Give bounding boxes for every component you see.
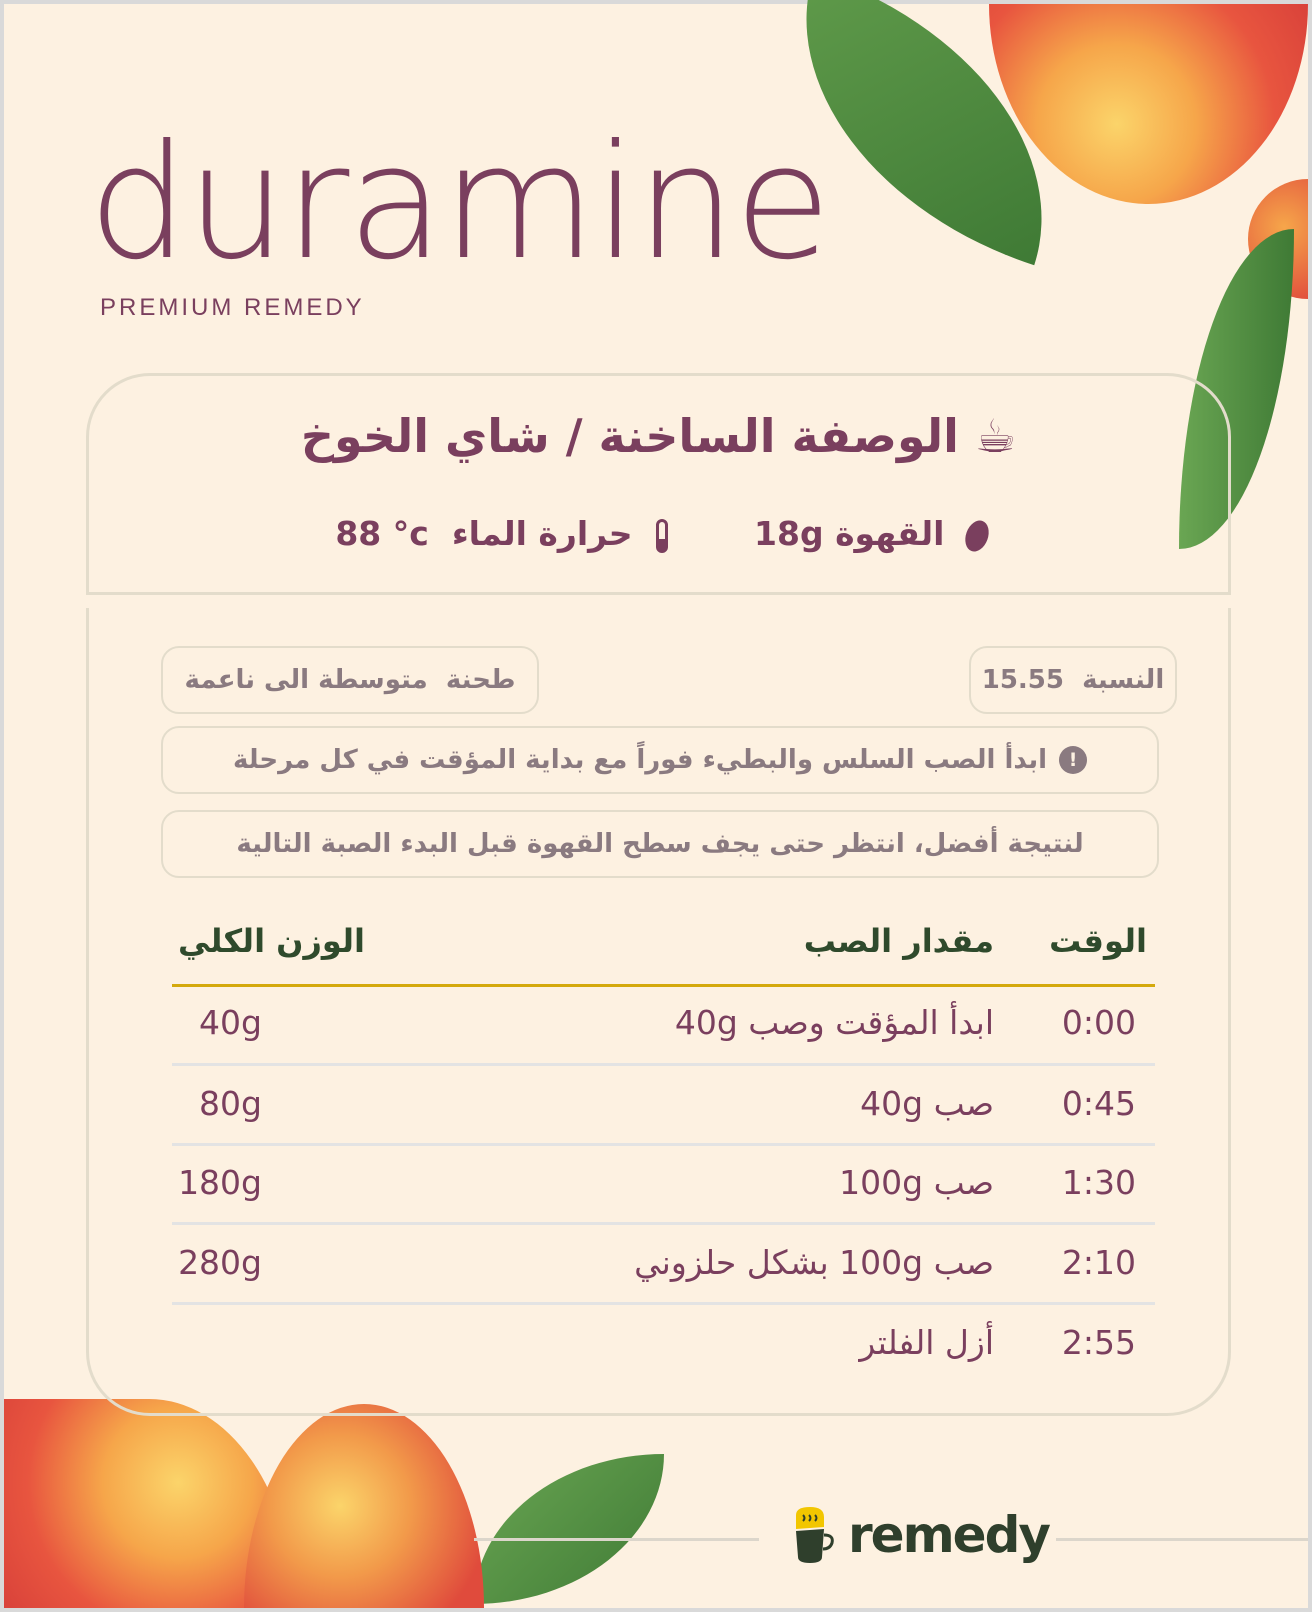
table-row: 0:45 صب 40g 80g	[4, 1084, 1308, 1124]
row-pour: ابدأ المؤقت وصب 40g	[674, 1003, 994, 1042]
hot-beverage-icon: ☕	[974, 409, 1017, 463]
notice-text: لنتيجة أفضل، انتظر حتى يجف سطح القهوة قب…	[236, 829, 1084, 859]
recipe-header-card	[86, 373, 1231, 595]
recipe-title-text: الوصفة الساخنة / شاي الخوخ	[300, 409, 959, 463]
header-total: الوزن الكلي	[178, 922, 365, 960]
row-time: 2:55	[1061, 1323, 1136, 1362]
notice-start-pour: ! ابدأ الصب السلس والبطيء فوراً مع بداية…	[161, 726, 1159, 794]
row-total: 280g	[178, 1243, 262, 1282]
water-temperature: حرارة الماء 88 °c	[335, 514, 668, 553]
row-total: 180g	[178, 1163, 262, 1202]
row-time: 0:00	[1061, 1003, 1136, 1042]
table-row: 0:00 ابدأ المؤقت وصب 40g 40g	[4, 1003, 1308, 1043]
coffee-label: القهوة	[835, 514, 945, 553]
leaf-illustration	[474, 1454, 664, 1604]
row-pour: أزل الفلتر	[859, 1323, 994, 1362]
header-divider	[172, 984, 1155, 987]
info-icon: !	[1059, 746, 1088, 774]
coffee-dose: القهوة 18g	[754, 514, 993, 555]
row-divider	[172, 1063, 1155, 1066]
header-pour: مقدار الصب	[803, 922, 994, 960]
row-time: 2:10	[1061, 1243, 1136, 1282]
notice-wait: لنتيجة أفضل، انتظر حتى يجف سطح القهوة قب…	[161, 810, 1159, 878]
footer-divider	[1056, 1538, 1308, 1541]
row-time: 1:30	[1061, 1163, 1136, 1202]
row-time: 0:45	[1061, 1084, 1136, 1123]
coffee-cup-icon	[796, 1507, 834, 1563]
ratio-label: النسبة	[1082, 665, 1165, 695]
ratio-pill: النسبة 15.55	[969, 646, 1177, 714]
row-total: 40g	[199, 1003, 262, 1042]
thermometer-icon	[656, 518, 668, 553]
row-pour: صب 100g	[839, 1163, 994, 1202]
grind-label: طحنة	[445, 665, 516, 695]
row-total: 80g	[199, 1084, 262, 1123]
row-divider	[172, 1222, 1155, 1225]
grind-value: متوسطة الى ناعمة	[184, 665, 428, 695]
grind-pill: طحنة متوسطة الى ناعمة	[161, 646, 539, 714]
notice-text: ابدأ الصب السلس والبطيء فوراً مع بداية ا…	[232, 745, 1048, 775]
ratio-value: 15.55	[981, 665, 1064, 695]
brand-name: duramine	[88, 111, 831, 295]
peach-illustration	[244, 1404, 484, 1608]
table-row: 1:30 صب 100g 180g	[4, 1163, 1308, 1203]
table-row: 2:10 صب 100g بشكل حلزوني 280g	[4, 1243, 1308, 1283]
remedy-logo: remedy	[792, 1506, 1051, 1564]
row-pour: صب 40g	[860, 1084, 994, 1123]
water-label: حرارة الماء	[451, 514, 633, 553]
peach-illustration	[989, 4, 1308, 204]
coffee-value: 18g	[754, 514, 824, 553]
row-divider	[172, 1302, 1155, 1305]
header-time: الوقت	[1049, 922, 1147, 960]
recipe-card-page: duramine PREMIUM REMEDY ☕ الوصفة الساخنة…	[4, 0, 1308, 1608]
footer-divider	[474, 1538, 759, 1541]
water-value: 88 °c	[335, 514, 429, 553]
row-pour: صب 100g بشكل حلزوني	[634, 1243, 994, 1282]
remedy-logo-text: remedy	[848, 1506, 1051, 1564]
recipe-body-card	[86, 608, 1231, 1416]
brand-tagline: PREMIUM REMEDY	[100, 294, 365, 321]
row-divider	[172, 1143, 1155, 1146]
table-row: 2:55 أزل الفلتر	[4, 1323, 1308, 1363]
recipe-title: ☕ الوصفة الساخنة / شاي الخوخ	[86, 409, 1231, 463]
